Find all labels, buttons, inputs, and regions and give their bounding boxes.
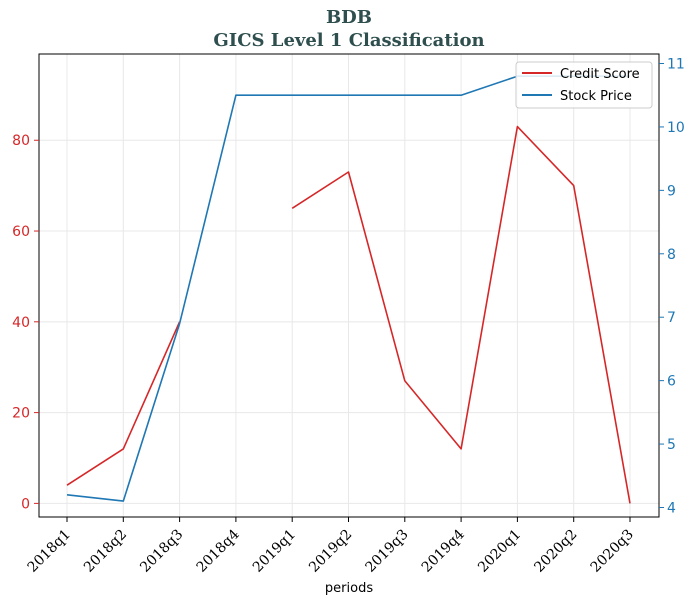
y-right-tick-label: 4 [667, 500, 676, 516]
chart-title-line1: BDB [326, 7, 372, 28]
x-tick-label: 2019q2 [306, 527, 355, 576]
y-right-tick-label: 9 [667, 183, 676, 199]
x-tick-label: 2018q3 [137, 527, 186, 576]
y-left-tick-label: 60 [12, 224, 30, 240]
series-line-credit-score [66, 321, 181, 486]
y-axis-right: 4 5 6 7 8 9 10 11 [659, 57, 685, 516]
series-line-credit-score [291, 125, 631, 504]
x-tick-label: 2018q1 [25, 527, 74, 576]
y-axis-left: 0 20 40 60 80 [12, 133, 39, 512]
y-right-tick-label: 8 [667, 247, 676, 263]
x-tick-label: 2019q3 [362, 527, 411, 576]
x-tick-label: 2018q2 [81, 527, 130, 576]
x-tick-label: 2020q3 [588, 527, 637, 576]
legend-label-credit-score: Credit Score [560, 67, 640, 82]
x-axis-label: periods [325, 581, 373, 596]
legend-label-stock-price: Stock Price [560, 89, 632, 104]
y-right-tick-label: 7 [667, 310, 676, 326]
chart-title-line2: GICS Level 1 Classification [213, 30, 484, 51]
x-tick-label: 2020q2 [531, 527, 580, 576]
y-right-tick-label: 5 [667, 437, 676, 453]
x-tick-label: 2020q1 [475, 527, 524, 576]
y-right-tick-label: 10 [667, 120, 685, 136]
y-left-tick-label: 20 [12, 406, 30, 422]
x-tick-label: 2019q4 [419, 526, 468, 575]
grid-lines [39, 54, 659, 517]
x-tick-label: 2019q1 [250, 527, 299, 576]
legend: Credit Score Stock Price [515, 61, 653, 109]
y-left-tick-label: 80 [12, 133, 30, 149]
y-right-tick-label: 11 [667, 57, 685, 73]
y-left-tick-label: 40 [12, 315, 30, 331]
y-left-tick-label: 0 [21, 496, 30, 512]
x-axis-ticks: 2018q1 2018q2 2018q3 2018q4 2019q1 2019q2 2019… [25, 517, 637, 576]
y-right-tick-label: 6 [667, 374, 676, 390]
x-tick-label: 2018q4 [194, 526, 243, 575]
